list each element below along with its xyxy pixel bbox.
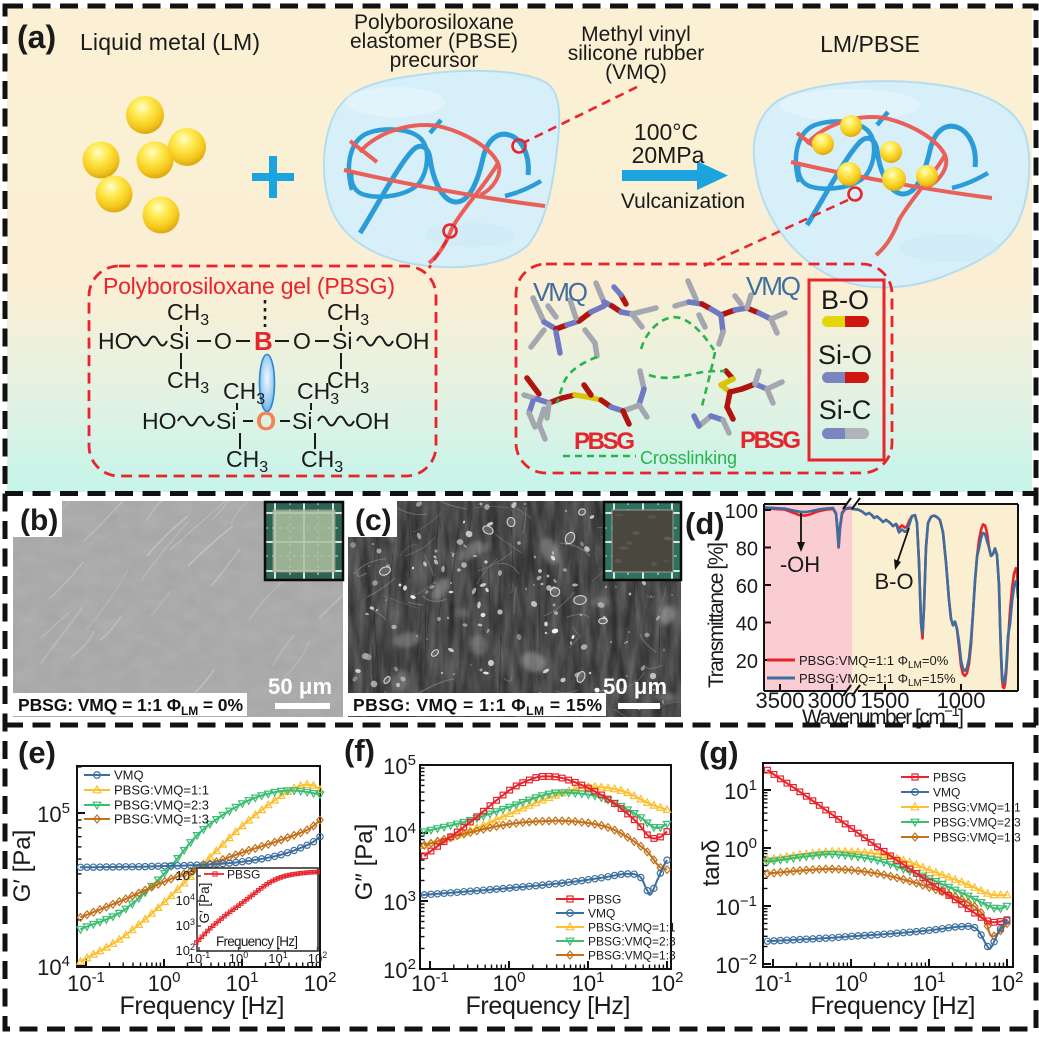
svg-text:100: 100	[725, 501, 758, 523]
svg-text:LM/PBSE: LM/PBSE	[820, 31, 920, 57]
svg-text:PBSG:VMQ=1:3: PBSG:VMQ=1:3	[114, 812, 209, 827]
svg-text:PBSG:VMQ=1:1: PBSG:VMQ=1:1	[588, 921, 676, 935]
svg-text:PBSG:VMQ=2:3: PBSG:VMQ=2:3	[114, 798, 209, 813]
svg-text:80: 80	[736, 539, 758, 561]
svg-text:PBSG: PBSG	[574, 428, 635, 455]
svg-text:50 μm: 50 μm	[603, 674, 667, 699]
svg-text:PBSG:VMQ=1:3: PBSG:VMQ=1:3	[588, 949, 676, 963]
svg-text:elastomer (PBSE): elastomer (PBSE)	[350, 30, 518, 53]
svg-text:O: O	[256, 406, 276, 436]
svg-text:Frequency [Hz]: Frequency [Hz]	[216, 934, 298, 949]
svg-text:PBSG:VMQ=2:3: PBSG:VMQ=2:3	[933, 816, 1021, 830]
svg-text:(f): (f)	[344, 733, 375, 768]
svg-text:O: O	[214, 328, 232, 354]
svg-text:O: O	[293, 328, 311, 354]
svg-text:PBSG: VMQ = 1:1 ΦLM = 15%: PBSG: VMQ = 1:1 ΦLM = 15%	[353, 695, 602, 718]
svg-text:100: 100	[493, 969, 526, 996]
svg-text:-OH: -OH	[780, 552, 820, 577]
svg-text:(b): (b)	[20, 504, 58, 537]
svg-text:Methyl vinyl: Methyl vinyl	[581, 23, 691, 46]
svg-text:PBSG:VMQ=1:1: PBSG:VMQ=1:1	[933, 801, 1021, 815]
svg-text:OH: OH	[395, 328, 430, 354]
svg-text:Si: Si	[292, 408, 312, 434]
svg-text:Polyborosiloxane gel (PBSG): Polyborosiloxane gel (PBSG)	[103, 273, 395, 299]
svg-text:(VMQ): (VMQ)	[605, 61, 667, 84]
svg-text:VMQ: VMQ	[746, 271, 801, 301]
svg-text:PBSG: PBSG	[227, 868, 260, 882]
svg-text:VMQ: VMQ	[588, 907, 615, 921]
svg-text:(d): (d)	[685, 506, 725, 541]
svg-text:PBSG:VMQ=1:3: PBSG:VMQ=1:3	[933, 831, 1021, 845]
svg-text:Crosslinking: Crosslinking	[640, 448, 737, 468]
svg-text:102: 102	[383, 956, 416, 983]
svg-text:Wavenumber [cm−1]: Wavenumber [cm−1]	[802, 703, 964, 729]
svg-text:50 μm: 50 μm	[268, 674, 332, 699]
svg-text:60: 60	[736, 576, 758, 598]
svg-text:B-O: B-O	[874, 569, 913, 594]
svg-text:PBSG: PBSG	[588, 893, 621, 907]
svg-text:Vulcanization: Vulcanization	[621, 190, 745, 213]
svg-text:Si: Si	[169, 328, 189, 354]
svg-text:Frequency [Hz]: Frequency [Hz]	[811, 992, 976, 1020]
svg-text:precursor: precursor	[390, 49, 479, 72]
svg-text:VMQ: VMQ	[114, 768, 144, 783]
svg-text:Frequency [Hz]: Frequency [Hz]	[466, 992, 631, 1020]
svg-text:100°C: 100°C	[634, 119, 698, 145]
svg-text:Polyborosiloxane: Polyborosiloxane	[354, 11, 514, 34]
svg-text:OH: OH	[355, 408, 390, 434]
svg-text:PBSG: PBSG	[740, 427, 801, 454]
svg-text:PBSG: PBSG	[933, 771, 966, 785]
svg-text:Liquid metal (LM): Liquid metal (LM)	[80, 29, 260, 55]
svg-text:G′ [Pa]: G′ [Pa]	[197, 883, 212, 924]
svg-text:VMQ: VMQ	[533, 277, 588, 307]
svg-text:Si: Si	[216, 408, 236, 434]
svg-text:(g): (g)	[699, 735, 739, 770]
svg-text:PBSG:VMQ=2:3: PBSG:VMQ=2:3	[588, 935, 676, 949]
svg-text:Si-O: Si-O	[818, 340, 872, 370]
svg-text:PBSG: VMQ = 1:1 ΦLM = 0%: PBSG: VMQ = 1:1 ΦLM = 0%	[18, 695, 243, 718]
svg-text:HO: HO	[142, 408, 177, 434]
svg-text:20MPa: 20MPa	[632, 142, 705, 168]
svg-text:3500: 3500	[756, 688, 805, 713]
svg-text:Si: Si	[332, 328, 352, 354]
svg-text:B: B	[254, 326, 273, 356]
svg-text:tanδ: tanδ	[698, 840, 725, 887]
svg-text:(e): (e)	[18, 735, 56, 770]
svg-text:(a): (a)	[17, 19, 56, 55]
svg-text:(c): (c)	[355, 504, 392, 537]
svg-text:G″ [Pa]: G″ [Pa]	[351, 824, 378, 901]
svg-text:Transmittance [%]: Transmittance [%]	[705, 542, 728, 688]
svg-text:PBSG:VMQ=1:1: PBSG:VMQ=1:1	[114, 783, 209, 798]
svg-text:Frequency [Hz]: Frequency [Hz]	[120, 992, 285, 1020]
svg-text:20: 20	[736, 651, 758, 673]
svg-text:1500: 1500	[861, 688, 910, 713]
svg-text:G′ [Pa]: G′ [Pa]	[9, 830, 36, 903]
svg-text:B-O: B-O	[821, 285, 869, 315]
svg-text:40: 40	[736, 614, 758, 636]
svg-text:3000: 3000	[808, 688, 857, 713]
svg-text:HO: HO	[98, 328, 133, 354]
svg-text:Si-C: Si-C	[819, 395, 872, 425]
svg-text:1000: 1000	[937, 688, 986, 713]
svg-text:VMQ: VMQ	[933, 786, 960, 800]
svg-text:silicone rubber: silicone rubber	[568, 42, 705, 65]
